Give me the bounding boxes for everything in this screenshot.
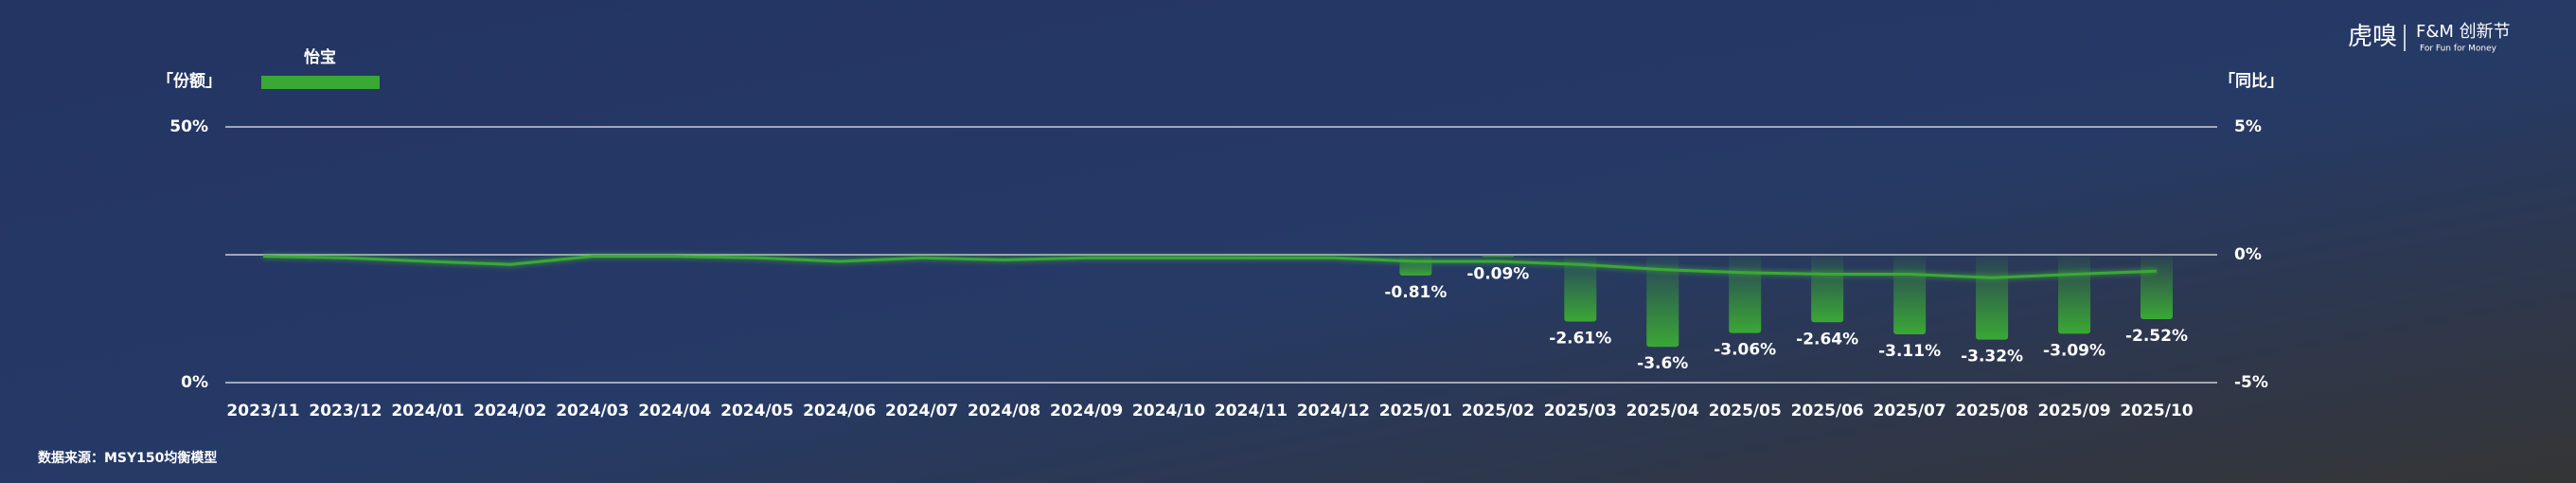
bar: [2141, 255, 2173, 320]
x-tick-label: 2024/05: [720, 402, 793, 420]
x-tick-label: 2025/10: [2120, 402, 2193, 420]
y2-tick-label: 5%: [2234, 117, 2262, 136]
x-tick-label: 2024/12: [1297, 402, 1370, 420]
bar: [1976, 255, 2009, 340]
data-label: -2.52%: [2125, 327, 2188, 346]
x-tick-label: 2025/02: [1462, 402, 1535, 420]
x-tick-label: 2024/07: [885, 402, 958, 420]
data-label: -2.61%: [1549, 329, 1611, 348]
right-axis-label: 「同比」: [2219, 71, 2283, 91]
legend-swatch: [261, 76, 380, 89]
bar: [2058, 255, 2091, 334]
logo-brand: 虎嗅: [2348, 23, 2397, 51]
data-label: -3.6%: [1637, 354, 1688, 373]
x-tick-label: 2024/01: [391, 402, 464, 420]
x-tick-label: 2025/08: [1955, 402, 2028, 420]
bar: [1646, 255, 1679, 348]
data-label: -3.11%: [1878, 342, 1941, 361]
data-label: -3.06%: [1714, 341, 1776, 360]
x-tick-label: 2024/02: [473, 402, 546, 420]
legend-label: 怡宝: [304, 47, 336, 67]
x-tick-label: 2025/05: [1709, 402, 1782, 420]
y2-tick-label: -5%: [2234, 373, 2268, 392]
data-label: -2.64%: [1796, 330, 1858, 349]
data-label: -0.09%: [1466, 264, 1529, 283]
x-tick-label: 2025/07: [1874, 402, 1946, 420]
x-tick-label: 2024/06: [803, 402, 876, 420]
x-tick-label: 2024/11: [1215, 402, 1288, 420]
bar: [1399, 255, 1432, 276]
x-tick-label: 2024/10: [1132, 402, 1205, 420]
x-tick-label: 2025/06: [1791, 402, 1864, 420]
x-tick-label: 2025/04: [1626, 402, 1699, 420]
x-tick-label: 2024/04: [638, 402, 711, 420]
x-tick-label: 2024/03: [556, 402, 629, 420]
source: 数据来源：MSY150均衡模型: [38, 450, 217, 466]
data-label: -3.09%: [2043, 341, 2105, 360]
y-tick-label: 50%: [169, 117, 208, 136]
y-tick-label: 0%: [181, 373, 208, 392]
bar: [1811, 255, 1844, 323]
logo-event: F&M 创新节: [2416, 22, 2511, 42]
bar: [1729, 255, 1762, 333]
x-tick-label: 2024/08: [968, 402, 1040, 420]
logo-slogan: For Fun for Money: [2420, 45, 2497, 54]
x-tick-label: 2025/01: [1379, 402, 1452, 420]
bar: [1564, 255, 1597, 322]
x-tick-label: 2023/12: [309, 402, 382, 420]
x-tick-label: 2024/09: [1050, 402, 1123, 420]
left-axis-label: 「份额」: [157, 71, 222, 91]
bar: [1482, 255, 1515, 258]
x-tick-label: 2025/03: [1544, 402, 1617, 420]
x-tick-label: 2025/09: [2037, 402, 2110, 420]
data-label: -3.32%: [1961, 348, 2023, 367]
bar: [1893, 255, 1927, 334]
x-tick-label: 2023/11: [226, 402, 299, 420]
y2-tick-label: 0%: [2234, 245, 2262, 264]
data-label: -0.81%: [1384, 283, 1447, 302]
